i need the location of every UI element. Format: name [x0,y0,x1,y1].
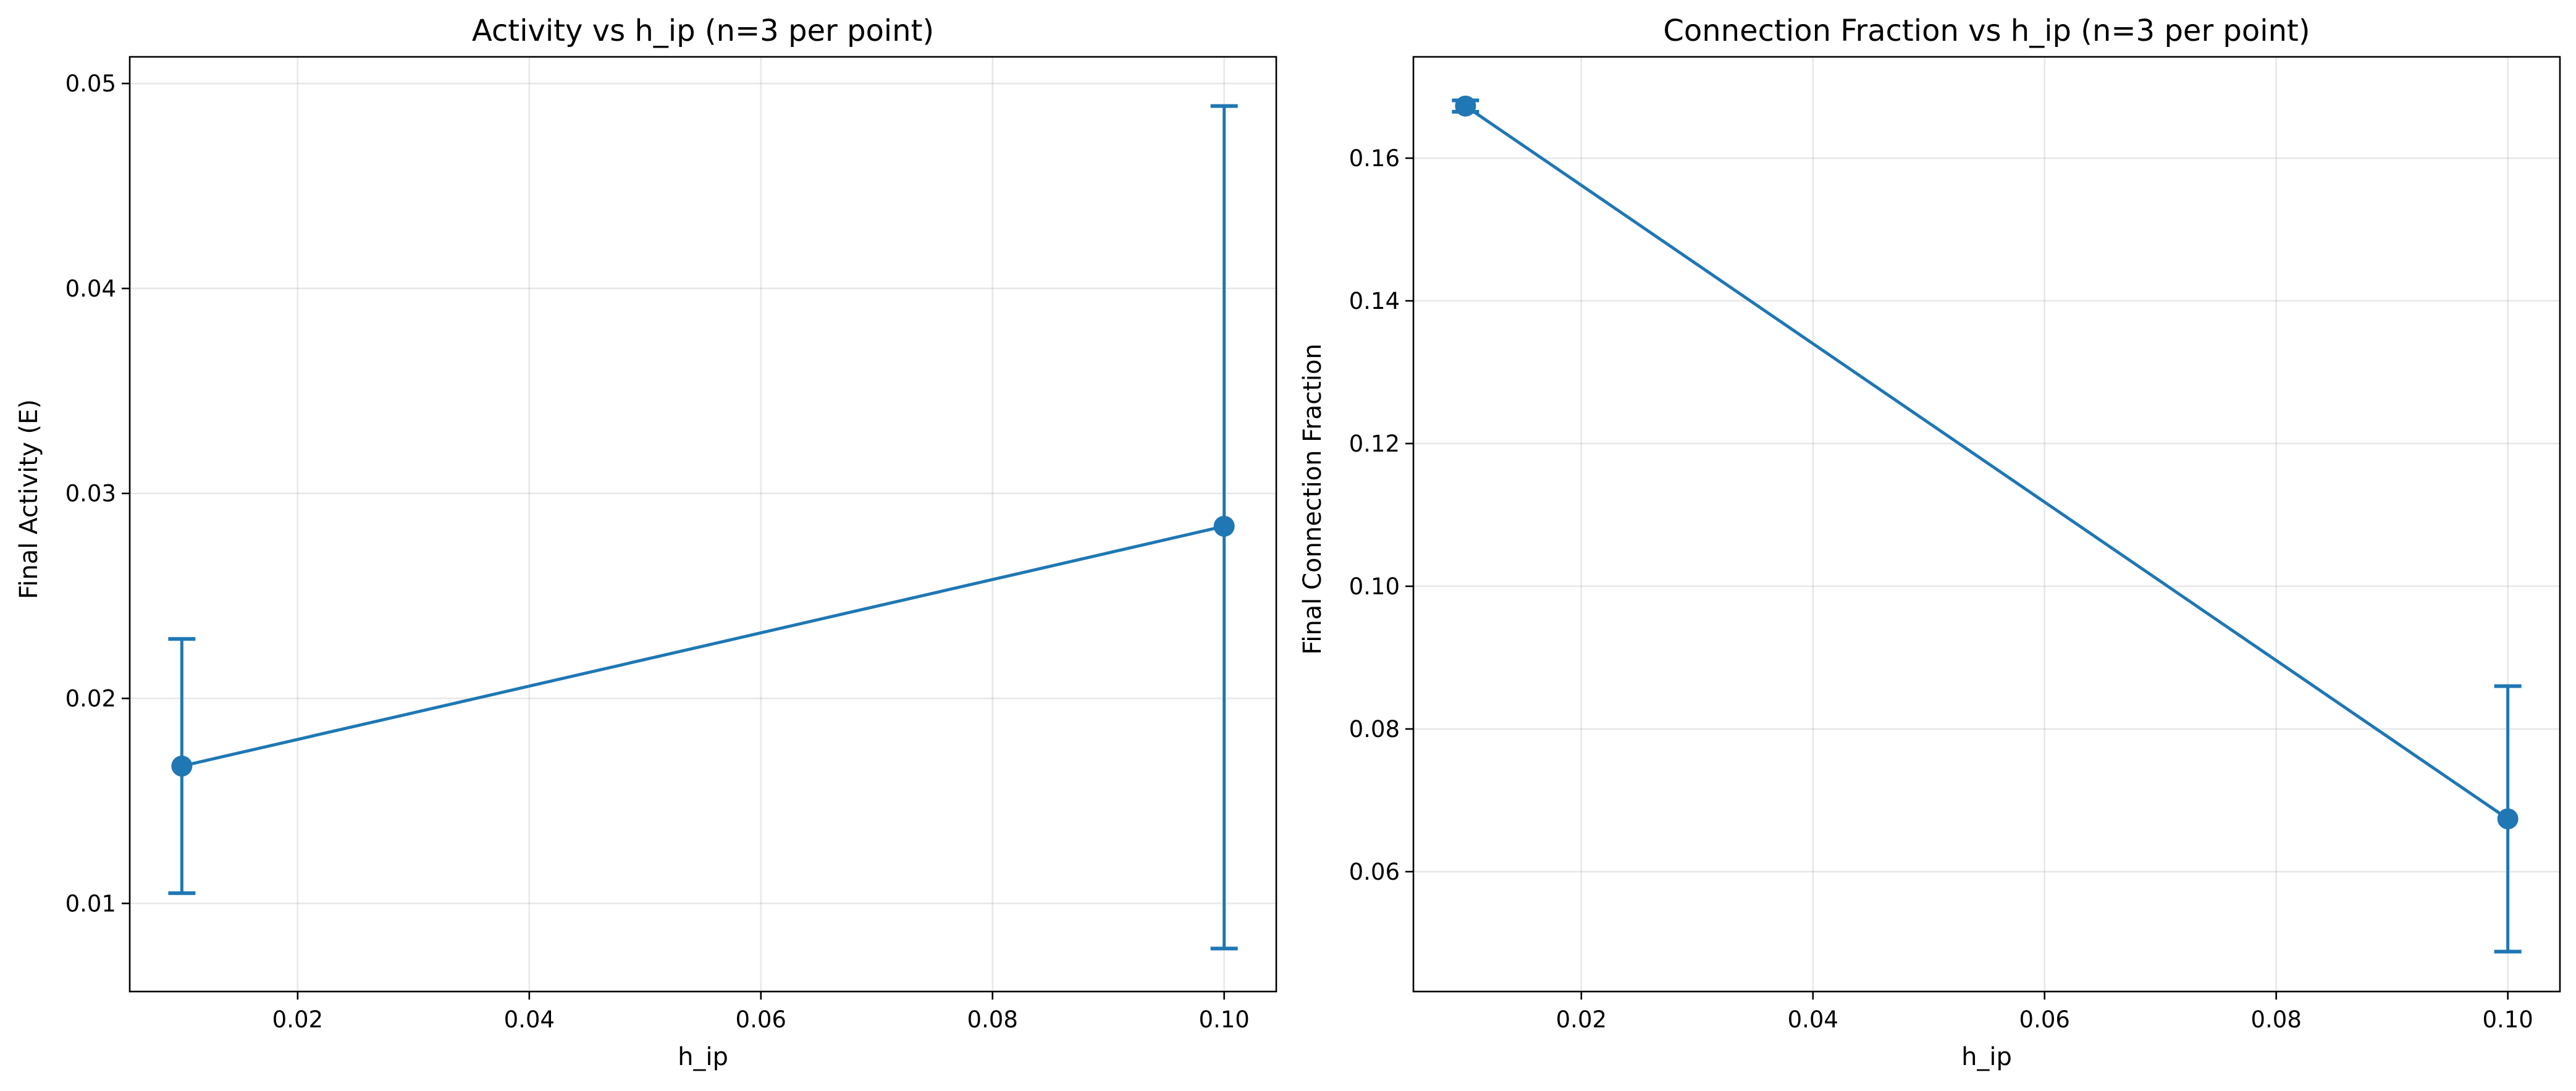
activity-x-tick-label-1: 0.04 [504,1006,555,1033]
connection-chart-title: Connection Fraction vs h_ip (n=3 per poi… [1663,14,2310,48]
activity-y-tick-label-3: 0.04 [65,276,116,302]
activity-axes-box [128,56,1277,993]
activity-x-tick-label-0: 0.02 [272,1006,323,1033]
connection-y-tick-label-3: 0.12 [1349,431,1400,457]
connection-x-ticks: 0.02 0.04 0.06 0.08 0.10 [1556,992,2533,1033]
connection-y-tick-label-0: 0.06 [1349,859,1400,885]
activity-x-tick-label-2: 0.06 [736,1006,786,1033]
connection-y-ticks: 0.06 0.08 0.10 0.12 0.14 0.16 [1349,145,1413,885]
connection-x-tick-label-0: 0.02 [1556,1006,1607,1033]
activity-y-tick-label-4: 0.05 [65,70,116,97]
activity-series-line [181,524,1225,768]
connection-y-tick-label-2: 0.10 [1349,573,1400,600]
activity-axes-frame [128,56,1277,993]
activity-y-ticks: 0.01 0.02 0.03 0.04 0.05 [65,70,130,917]
activity-y-axis-label: Final Activity (E) [15,399,43,599]
connection-markers [1455,95,2519,830]
connection-y-tick-label-4: 0.14 [1349,288,1400,314]
connection-data-point-0 [1455,95,1476,117]
activity-x-ticks: 0.02 0.04 0.06 0.08 0.10 [272,992,1250,1033]
connection-x-axis-label: h_ip [1961,1043,2012,1071]
activity-y-tick-label-2: 0.03 [65,481,116,507]
connection-series-line-0 [1464,104,2509,820]
activity-y-tick-label-0: 0.01 [65,890,116,917]
activity-chart-title: Activity vs h_ip (n=3 per point) [472,14,934,48]
activity-series-line-0 [181,524,1225,768]
activity-data-point-0 [171,756,193,777]
connection-series-line [1464,104,2509,820]
connection-fraction-chart: 0.02 0.04 0.06 0.08 0.10 0.06 0.08 0.10 0.12 0.1… [1299,14,2561,1071]
connection-y-tick-label-1: 0.08 [1349,716,1400,743]
connection-x-tick-label-3: 0.08 [2250,1006,2301,1033]
connection-x-tick-label-1: 0.04 [1788,1006,1838,1033]
activity-x-axis-label: h_ip [678,1043,728,1071]
connection-grid [1413,57,2560,992]
connection-x-tick-label-4: 0.10 [2482,1006,2533,1033]
connection-data-point-1 [2497,808,2519,830]
connection-x-tick-label-2: 0.06 [2019,1006,2070,1033]
connection-y-axis-label: Final Connection Fraction [1299,343,1327,655]
connection-y-tick-label-5: 0.16 [1349,145,1400,172]
activity-chart: 0.02 0.04 0.06 0.08 0.10 0.010.020.030.040.0… [15,14,1277,1071]
connection-axes-frame [1412,56,2561,993]
activity-data-point-1 [1213,515,1235,537]
activity-y-tick-label-1: 0.02 [65,686,116,712]
activity-x-tick-label-4: 0.10 [1198,1006,1249,1033]
activity-x-tick-label-3: 0.08 [967,1006,1017,1033]
activity-markers [171,515,1235,777]
connection-axes-box [1412,56,2561,993]
